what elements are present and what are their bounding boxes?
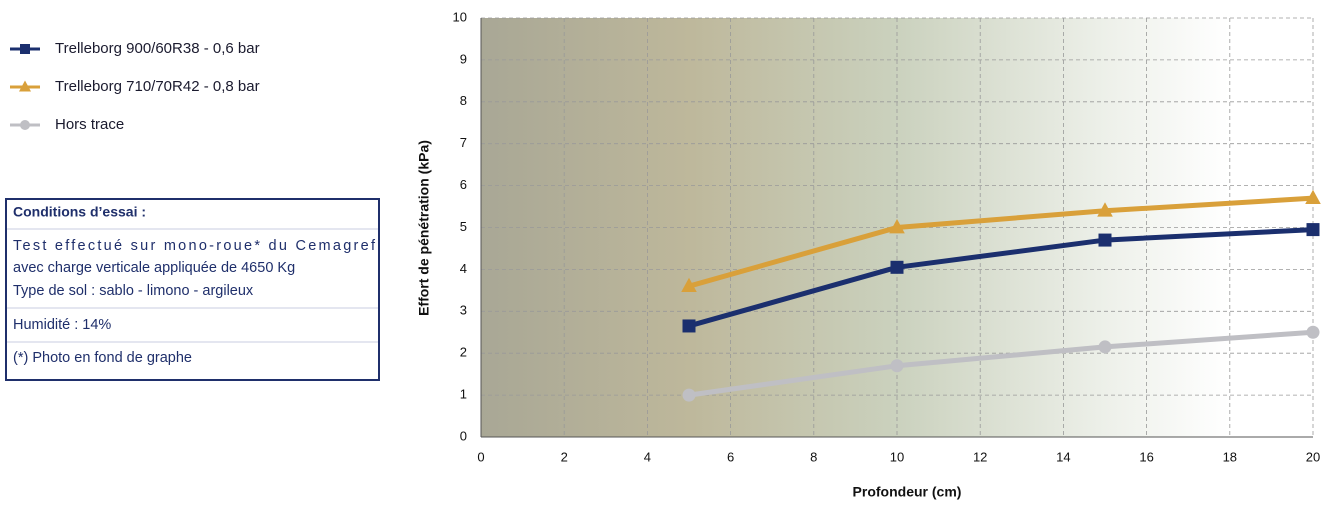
y-tick-label: 9	[460, 51, 467, 66]
x-tick-label: 4	[644, 449, 651, 464]
conditions-title: Conditions d’essai :	[13, 204, 146, 220]
y-tick-label: 0	[460, 428, 467, 443]
y-tick-label: 2	[460, 345, 467, 360]
series-line	[688, 227, 1314, 329]
conditions-line: (*) Photo en fond de graphe	[13, 350, 192, 366]
series-line	[688, 329, 1314, 398]
marker	[890, 359, 904, 373]
marker	[1305, 189, 1321, 205]
conditions-line: Type de sol : sablo - limono - argileux	[13, 283, 254, 299]
x-axis-title: Profondeur (cm)	[853, 484, 962, 500]
y-tick-label: 3	[460, 303, 467, 318]
conditions-line: Test effectué sur mono-roue* du Cemagref	[13, 238, 376, 254]
marker	[1098, 340, 1112, 354]
legend-label: Hors trace	[55, 116, 124, 133]
x-tick-label: 18	[1223, 449, 1237, 464]
legend-marker	[20, 44, 30, 54]
marker	[681, 277, 697, 293]
legend-label: Trelleborg 710/70R42 - 0,8 bar	[55, 78, 260, 95]
legend-marker	[20, 120, 30, 130]
y-tick-label: 10	[453, 9, 467, 24]
y-tick-label: 7	[460, 135, 467, 150]
x-tick-label: 14	[1056, 449, 1070, 464]
marker	[1306, 223, 1320, 237]
x-tick-label: 6	[727, 449, 734, 464]
conditions-line: Humidité : 14%	[13, 317, 111, 333]
marker	[1098, 233, 1112, 247]
y-tick-label: 5	[460, 219, 467, 234]
x-tick-label: 0	[477, 449, 484, 464]
x-tick-label: 10	[890, 449, 904, 464]
marker	[1306, 325, 1320, 339]
marker	[890, 260, 904, 274]
series-line	[688, 195, 1314, 289]
legend-marker	[19, 80, 31, 92]
x-tick-label: 8	[810, 449, 817, 464]
marker	[682, 388, 696, 402]
y-tick-label: 8	[460, 93, 467, 108]
marker	[889, 219, 905, 234]
y-tick-label: 4	[460, 261, 467, 276]
x-tick-label: 20	[1306, 449, 1320, 464]
x-tick-label: 2	[561, 449, 568, 464]
x-tick-label: 12	[973, 449, 987, 464]
marker	[1097, 202, 1113, 217]
y-tick-label: 6	[460, 177, 467, 192]
y-tick-label: 1	[460, 387, 467, 402]
y-axis-title: Effort de pénétration (kPa)	[416, 140, 432, 316]
legend-label: Trelleborg 900/60R38 - 0,6 bar	[55, 40, 260, 57]
marker	[682, 319, 696, 333]
conditions-line: avec charge verticale appliquée de 4650 …	[13, 260, 295, 276]
x-tick-label: 16	[1139, 449, 1153, 464]
